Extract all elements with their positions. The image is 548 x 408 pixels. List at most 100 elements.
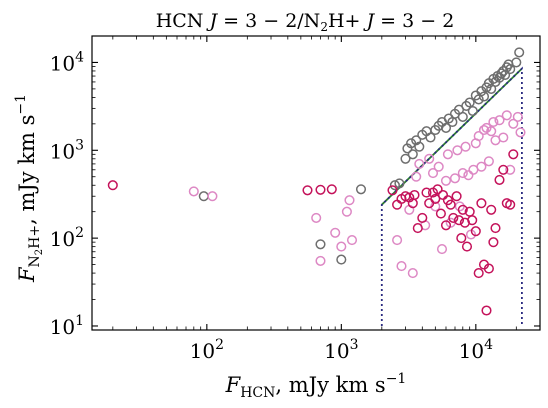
data-point — [456, 233, 467, 244]
y-axis-label: FN2H+, mJy km s−1 — [13, 94, 45, 283]
data-point — [389, 180, 400, 191]
data-point — [476, 161, 487, 172]
data-point — [505, 199, 516, 210]
data-point — [508, 118, 519, 129]
x-axis-label: FHCN, mJy km s−1 — [225, 371, 407, 401]
data-point — [505, 64, 516, 75]
data-point — [445, 199, 456, 210]
data-point — [396, 261, 407, 272]
data-point — [336, 241, 347, 252]
data-point — [392, 235, 403, 246]
data-point — [467, 105, 478, 117]
data-point — [424, 153, 435, 164]
data-point — [315, 239, 326, 250]
data-point — [188, 186, 199, 197]
data-point — [453, 215, 465, 226]
data-point — [412, 223, 423, 234]
data-point — [311, 212, 322, 223]
data-point — [406, 138, 417, 149]
data-point — [486, 204, 497, 215]
data-point — [442, 149, 453, 160]
data-point — [476, 198, 487, 209]
data-point — [433, 161, 444, 172]
data-point — [421, 187, 432, 198]
data-point — [451, 191, 462, 202]
data-point — [505, 164, 516, 175]
data-point — [508, 149, 519, 160]
data-point — [414, 158, 425, 169]
data-point — [436, 244, 448, 255]
data-point — [457, 168, 468, 179]
data-point — [407, 149, 418, 160]
data-point — [486, 126, 497, 137]
data-point — [437, 189, 449, 201]
data-point — [400, 153, 411, 164]
data-point — [302, 185, 313, 196]
axes-frame — [91, 35, 541, 331]
data-point — [515, 127, 526, 138]
data-point — [470, 226, 481, 237]
y-tick-label: 104 — [50, 49, 84, 75]
data-point — [315, 255, 326, 266]
reference-line-2 — [380, 66, 523, 326]
data-point — [486, 83, 497, 94]
data-point — [336, 254, 347, 265]
data-point — [467, 215, 478, 226]
reference-line-1 — [381, 67, 523, 206]
axis-ticks: 102 103 104 101 102 103 104 — [50, 35, 541, 363]
data-point — [414, 141, 425, 152]
data-point — [435, 208, 446, 219]
data-point — [407, 268, 418, 279]
data-point — [330, 227, 341, 238]
data-point — [346, 235, 358, 246]
data-point — [457, 204, 468, 215]
data-point — [473, 131, 484, 142]
data-point — [326, 184, 337, 195]
data-point — [511, 57, 522, 68]
data-point — [107, 180, 118, 191]
data-point — [315, 184, 326, 195]
data-point — [512, 111, 523, 122]
data-point — [427, 168, 439, 179]
data-point — [488, 237, 499, 248]
data-point — [494, 115, 505, 126]
data-point — [457, 111, 468, 122]
data-point — [483, 263, 494, 274]
data-point — [207, 191, 218, 202]
data-point — [425, 132, 436, 143]
data-point — [440, 175, 452, 186]
data-point — [461, 100, 472, 111]
data-point — [501, 110, 512, 121]
data-point — [488, 116, 499, 128]
y-tick-label: 102 — [50, 225, 84, 251]
data-point — [461, 241, 473, 252]
data-point — [481, 305, 492, 316]
data-point — [355, 184, 367, 195]
chart-title: HCN J = 3 − 2/N2H+ J = 3 − 2 — [156, 10, 455, 34]
x-tick-label: 102 — [190, 337, 224, 363]
data-point — [417, 212, 428, 223]
y-tick-label: 101 — [50, 313, 84, 339]
data-point — [478, 91, 490, 102]
data-point — [430, 201, 441, 212]
data-point — [494, 174, 505, 185]
data-point — [483, 156, 494, 167]
data-point — [409, 189, 420, 201]
data-point — [448, 212, 459, 223]
data-point — [449, 173, 461, 184]
data-point — [490, 223, 501, 234]
data-point — [341, 206, 352, 217]
data-point — [498, 164, 509, 175]
data-point — [440, 220, 452, 231]
data-point — [198, 191, 209, 202]
data-point — [464, 97, 475, 108]
data-point — [430, 193, 441, 204]
data-point — [454, 201, 465, 212]
data-point — [452, 145, 463, 156]
plot-area — [107, 47, 526, 326]
data-point — [498, 132, 509, 143]
data-point — [463, 170, 474, 181]
data-point — [432, 184, 443, 195]
data-point — [387, 185, 398, 196]
